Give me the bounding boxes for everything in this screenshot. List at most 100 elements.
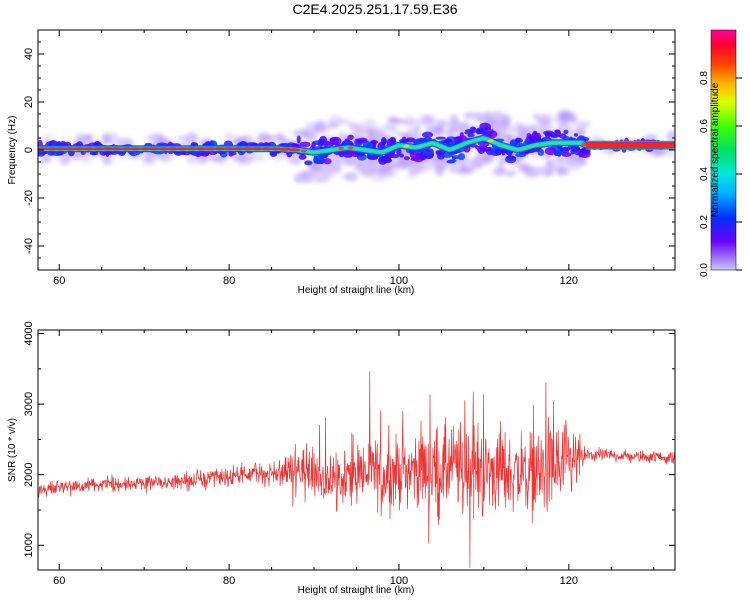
spectrogram-halo-blob — [210, 154, 223, 163]
spectrogram-hotspot — [288, 148, 301, 152]
x-tick-label: 60 — [53, 575, 65, 587]
spectrogram-halo-blob — [574, 120, 586, 130]
spectrogram-halo-blob — [434, 164, 444, 176]
spectrogram-hotspot — [213, 147, 226, 151]
spectrogram-core-blob — [296, 135, 301, 144]
spectrogram-halo-blob — [337, 117, 352, 126]
spectrogram-core-blob — [108, 151, 119, 155]
y-tick-label: 2000 — [23, 462, 35, 486]
spectrogram-halo-blob — [517, 124, 526, 129]
spectrogram-xlabel: Height of straight line (km) — [298, 285, 415, 296]
spectrogram-core-blob — [457, 152, 466, 161]
spectrogram-halo-blob — [458, 168, 473, 175]
colorbar-tick-label: 0.6 — [699, 119, 710, 133]
spectrogram-hotspot — [223, 147, 236, 151]
spectrogram-hotspot — [185, 147, 198, 151]
y-tick-label: -40 — [23, 238, 35, 254]
spectrogram-image — [38, 109, 675, 184]
spectrogram-halo-blob — [545, 159, 554, 166]
colorbar-tick-label: 0.2 — [699, 215, 710, 229]
spectrogram-halo-blob — [451, 122, 463, 131]
spectrogram-panel: 60 80 100 120 -40 -20 0 20 40 Height of straight… — [7, 29, 676, 296]
y-tick-label: -20 — [23, 190, 35, 206]
snr-series-line — [38, 371, 675, 568]
spectrogram-halo-blob — [159, 153, 174, 159]
snr-panel: 60 80 100 120 1000 2000 3000 4000 Height of str… — [7, 321, 676, 596]
snr-plot-area — [38, 371, 675, 568]
y-tick-label: 40 — [23, 48, 35, 60]
spectrogram-hotspot — [129, 147, 142, 151]
spectrogram-hotspot — [241, 147, 254, 151]
spectrogram-core-blob — [399, 153, 404, 158]
spectrogram-core-blob — [299, 141, 311, 148]
spectrogram-halo-blob — [250, 153, 266, 162]
spectrogram-core-blob — [347, 134, 354, 140]
spectrogram-halo-blob — [407, 170, 417, 179]
colorbar-tick-label: 0.8 — [699, 71, 710, 85]
spectrogram-core-blob — [304, 160, 313, 166]
spectrogram-halo-blob — [109, 132, 120, 141]
colorbar: 0.0 0.2 0.4 0.6 0.8 Normalized spectral ampl… — [699, 29, 742, 277]
spectrogram-halo-blob — [177, 135, 188, 141]
spectrogram-halo-blob — [338, 132, 346, 138]
spectrogram-halo-blob — [387, 125, 399, 134]
spectrogram-core-blob — [451, 155, 456, 161]
spectrogram-core-blob — [563, 129, 569, 134]
spectrogram-hotspot — [204, 147, 217, 151]
spectrogram-halo-blob — [432, 126, 445, 138]
x-tick-label: 80 — [223, 275, 235, 287]
spectrogram-hotspot — [64, 147, 77, 151]
spectrogram-halo-blob — [471, 161, 479, 171]
spectrogram-halo-blob — [329, 163, 336, 175]
spectrogram-core-blob — [544, 147, 557, 156]
spectrogram-hotspot — [195, 147, 208, 151]
spectrogram-hotspot — [73, 147, 86, 151]
spectrogram-hotspot — [110, 147, 123, 151]
x-tick-label: 120 — [560, 575, 578, 587]
spectrogram-core-blob — [528, 133, 541, 143]
spectrogram-core-blob — [383, 154, 392, 161]
spectrogram-hotspot — [92, 147, 105, 151]
spectrogram-halo-blob — [405, 115, 415, 128]
x-tick-label: 100 — [390, 275, 408, 287]
spectrogram-halo-blob — [648, 135, 659, 140]
spectrogram-hotspot — [338, 146, 345, 151]
spectrogram-halo-blob — [345, 172, 358, 182]
spectrogram-hotspot — [581, 142, 588, 146]
spectrogram-halo-blob — [328, 122, 339, 129]
spectrogram-halo-blob — [482, 111, 495, 118]
spectrogram-core-blob — [459, 132, 464, 137]
spectrogram-halo-blob — [493, 123, 509, 134]
spectrogram-core-blob — [573, 133, 579, 137]
colorbar-tick-label: 0.0 — [699, 263, 710, 277]
spectrogram-hotspot — [148, 147, 161, 151]
figure-title: C2E4.2025.251.17.59.E36 — [292, 1, 457, 17]
spectrogram-core-blob — [422, 148, 434, 157]
colorbar-ticks: 0.0 0.2 0.4 0.6 0.8 — [699, 71, 742, 277]
spectrogram-halo-blob — [482, 116, 497, 123]
spectrogram-core-blob — [298, 154, 307, 160]
spectrogram-core-blob — [405, 137, 416, 143]
spectrogram-halo-blob — [501, 114, 511, 126]
spectrogram-halo-blob — [317, 177, 330, 182]
spectrogram-halo-blob — [463, 112, 478, 120]
spectrogram-halo-blob — [224, 132, 234, 142]
spectrogram-hotspot — [347, 146, 354, 150]
spectrogram-halo-blob — [366, 127, 376, 137]
spectrogram-core-blob — [558, 133, 567, 139]
spectrogram-core-blob — [560, 147, 570, 154]
spectrogram-halo-blob — [273, 155, 282, 161]
spectrogram-hotspot — [167, 147, 180, 151]
y-tick-label: 3000 — [23, 392, 35, 416]
spectrogram-halo-blob — [350, 123, 366, 136]
spectrogram-core-blob — [505, 155, 517, 164]
spectrogram-ylabel: Frequency (Hz) — [7, 116, 18, 185]
spectrogram-halo-blob — [333, 165, 342, 172]
spectrogram-core-blob — [463, 131, 474, 135]
snr-ticks: 60 80 100 120 1000 2000 3000 4000 — [23, 321, 675, 587]
spectrogram-core-blob — [570, 145, 580, 152]
spectrogram-halo-blob — [476, 111, 483, 123]
spectrogram-halo-blob — [562, 167, 570, 176]
spectrogram-halo-blob — [144, 155, 152, 162]
spectrogram-end-band — [585, 142, 675, 149]
